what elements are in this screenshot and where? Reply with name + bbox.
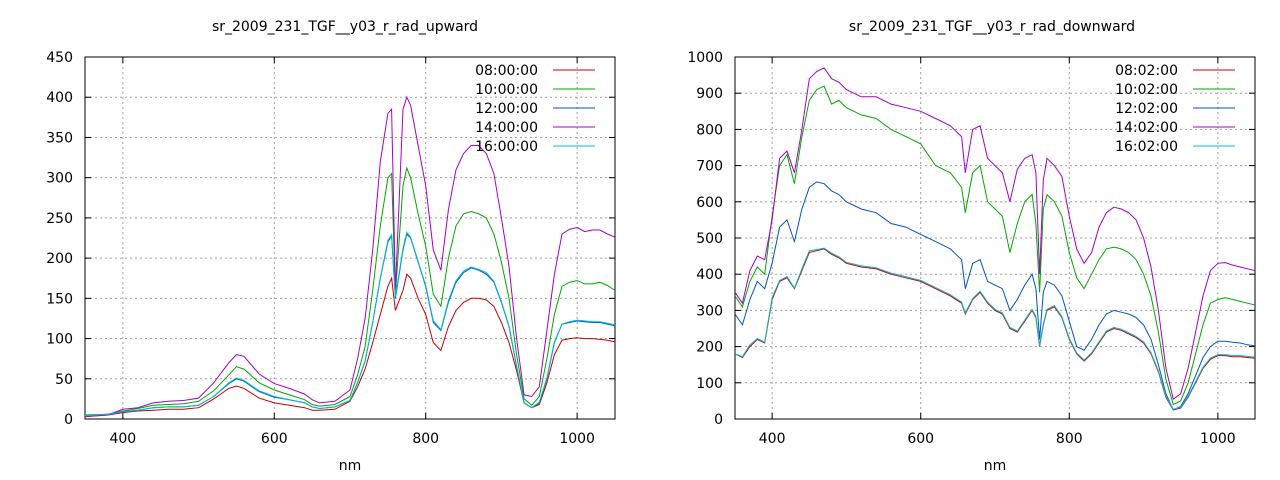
legend-label: 14:02:00: [1115, 120, 1178, 136]
series-line-140200: [735, 67, 1255, 400]
y-tick-label: 150: [46, 291, 73, 307]
legend-label: 12:00:00: [475, 101, 538, 117]
legend-label: 10:02:00: [1115, 82, 1178, 98]
chart-panel-2: sr_2009_231_TGF__y03_r_rad_downward 400 60…: [687, 19, 1256, 474]
x-tick-label: 1000: [559, 431, 595, 447]
y-tick-label: 450: [46, 50, 73, 66]
y-tick-label: 600: [696, 195, 723, 211]
series-line-100000: [85, 166, 615, 416]
chart-title: sr_2009_231_TGF__y03_r_rad_downward: [849, 19, 1135, 35]
x-tick-label: 600: [907, 431, 934, 447]
legend-label: 08:02:00: [1115, 63, 1178, 79]
x-axis-label: nm: [984, 458, 1007, 474]
y-tick-label: 700: [696, 159, 723, 175]
series-line-100200: [735, 85, 1255, 406]
chart-panel-1: sr_2009_231_TGF__y03_r_rad_upward 400 600 8…: [46, 19, 616, 474]
y-tick-label: 0: [64, 412, 73, 428]
x-tick-label: 400: [109, 431, 136, 447]
y-tick-label: 900: [696, 86, 723, 102]
x-tick-label: 400: [759, 431, 786, 447]
legend-label: 12:02:00: [1115, 101, 1178, 117]
y-tick-label: 350: [46, 130, 73, 146]
x-tick-label: 1000: [1200, 431, 1236, 447]
y-tick-label: 100: [46, 332, 73, 348]
y-tick-label: 0: [714, 412, 723, 428]
x-axis-label: nm: [339, 458, 362, 474]
y-tick-label: 50: [55, 372, 73, 388]
y-tick-label: 250: [46, 211, 73, 227]
legend-label: 16:00:00: [475, 139, 538, 155]
y-tick-label: 500: [696, 231, 723, 247]
chart-title: sr_2009_231_TGF__y03_r_rad_upward: [212, 19, 478, 35]
series-line-120200: [735, 181, 1255, 411]
legend-label: 14:00:00: [475, 120, 538, 136]
x-tick-label: 600: [261, 431, 288, 447]
series-line-080000: [85, 273, 615, 418]
y-tick-label: 200: [696, 340, 723, 356]
legend-label: 08:00:00: [475, 63, 538, 79]
x-tick-label: 800: [412, 431, 439, 447]
legend-label: 16:02:00: [1115, 139, 1178, 155]
y-tick-label: 1000: [687, 50, 723, 66]
series-line-160200: [735, 247, 1255, 410]
y-tick-label: 400: [696, 267, 723, 283]
series-line-140000: [85, 95, 615, 418]
y-tick-label: 200: [46, 251, 73, 267]
legend-label: 10:00:00: [475, 82, 538, 98]
y-tick-label: 300: [46, 171, 73, 187]
y-tick-label: 400: [46, 90, 73, 106]
y-tick-label: 800: [696, 122, 723, 138]
y-tick-label: 100: [696, 376, 723, 392]
series-line-160000: [85, 231, 615, 417]
series-line-080200: [735, 248, 1255, 411]
y-tick-label: 300: [696, 303, 723, 319]
x-tick-label: 800: [1056, 431, 1083, 447]
plot-frame: [84, 56, 616, 420]
